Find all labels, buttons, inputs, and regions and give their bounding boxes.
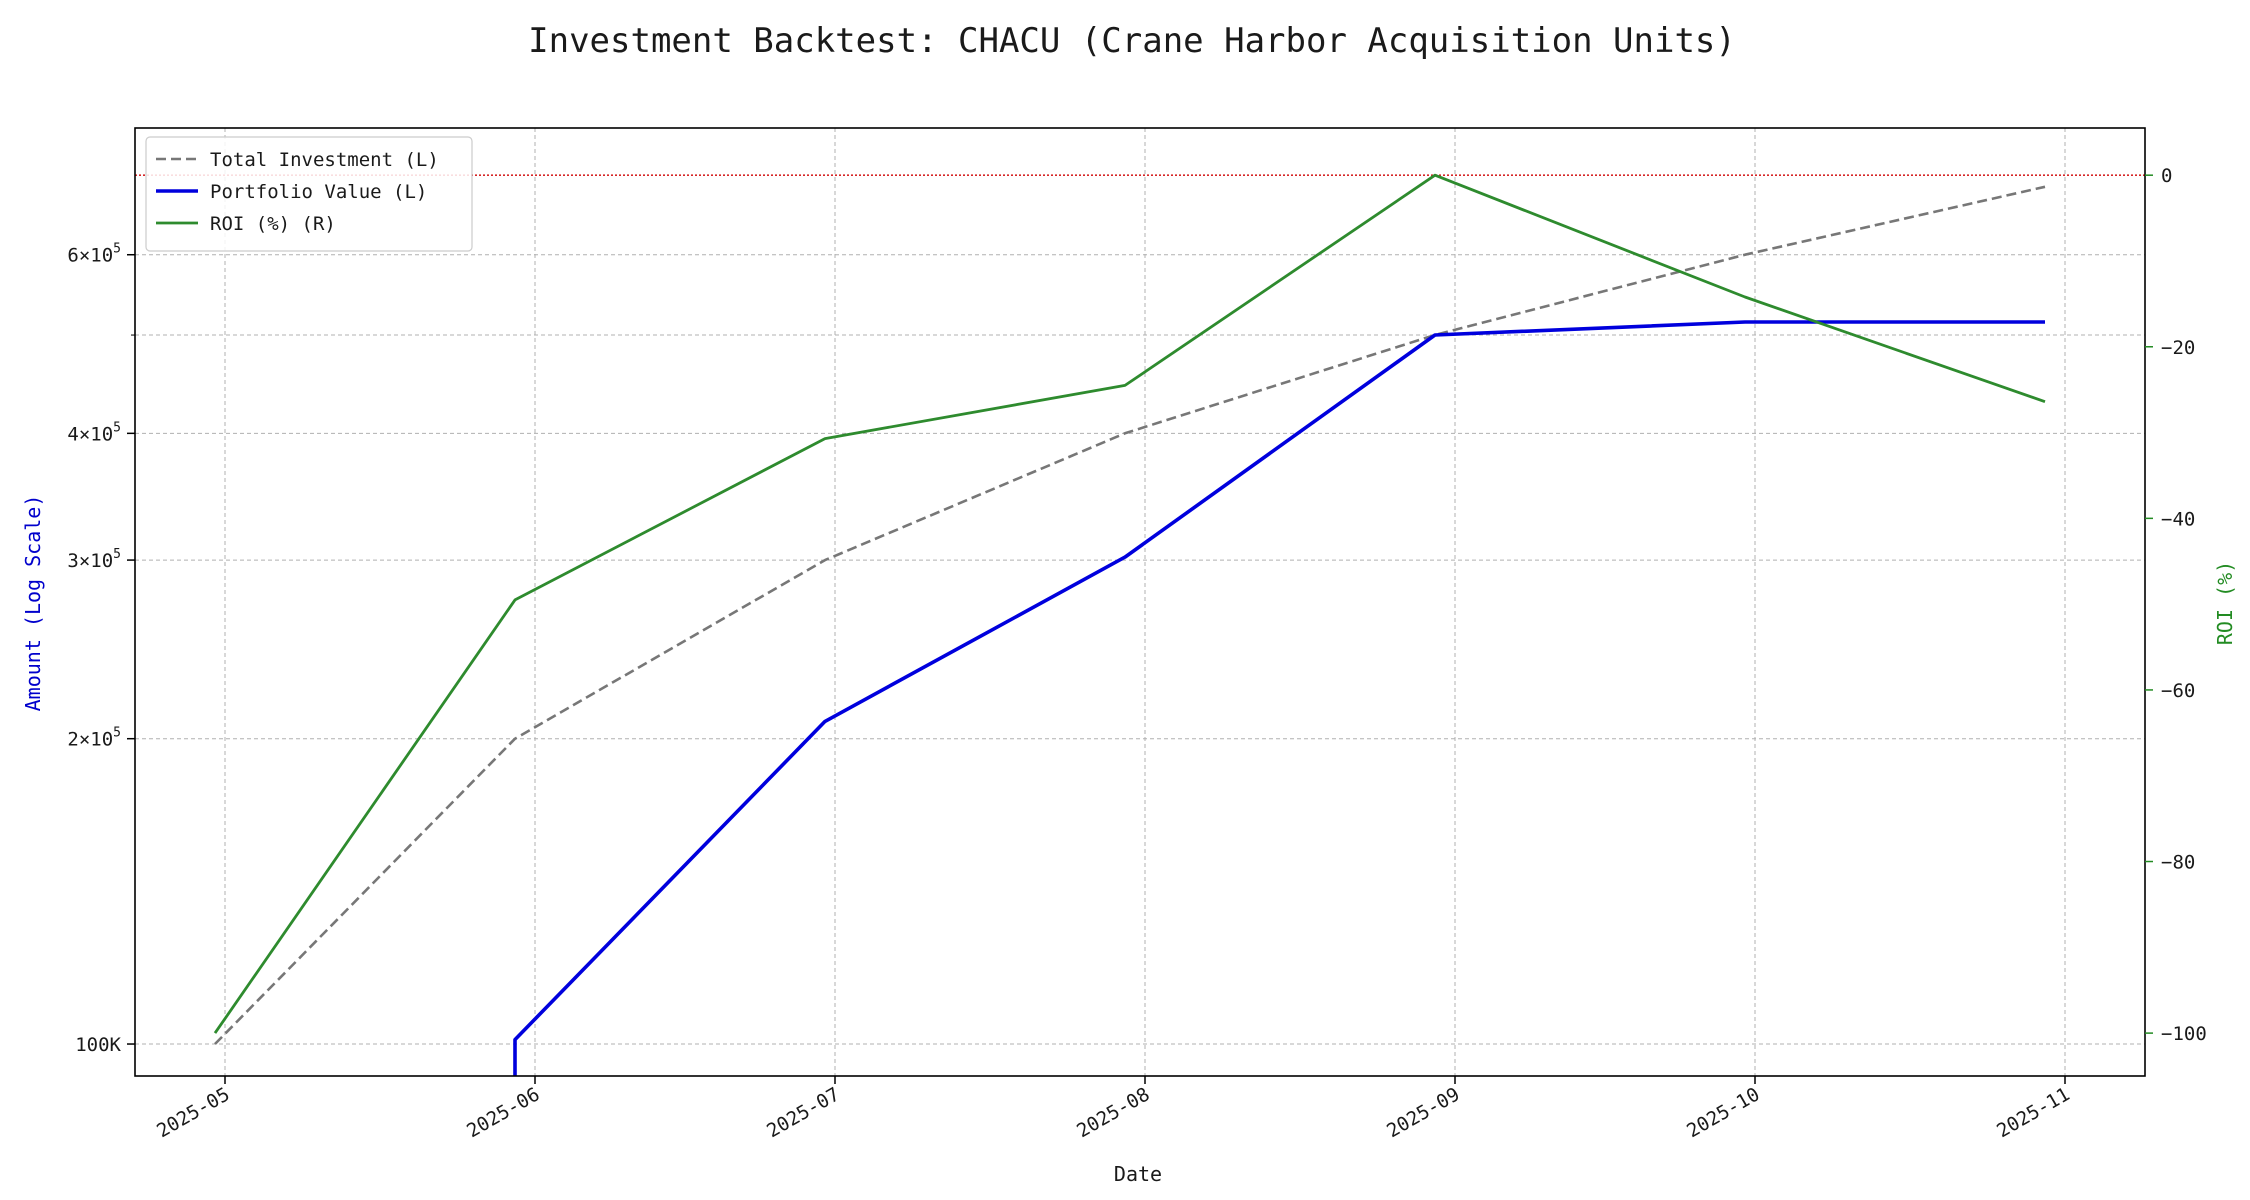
series-line-portfolio-value-l bbox=[513, 320, 2045, 1076]
tick-exponent: 5 bbox=[113, 547, 121, 562]
left-tick-label: 6×105 bbox=[67, 242, 121, 267]
x-tick-label: 2025-11 bbox=[1993, 1083, 2073, 1142]
x-axis-label: Date bbox=[1114, 1162, 1162, 1186]
x-tick-label: 2025-08 bbox=[1073, 1083, 1153, 1142]
left-tick-label: 2×105 bbox=[67, 726, 121, 751]
right-tick-label: 0 bbox=[2161, 165, 2172, 187]
right-tick-label: −60 bbox=[2161, 680, 2195, 702]
x-tick-label: 2025-10 bbox=[1683, 1083, 1763, 1142]
tick-exponent: 5 bbox=[113, 726, 121, 741]
legend-entry-label: ROI (%) (R) bbox=[210, 213, 336, 235]
tick-exponent: 5 bbox=[113, 242, 121, 257]
left-tick-label: 3×105 bbox=[67, 547, 121, 572]
series-line-roi-r bbox=[213, 173, 2046, 1034]
right-tick-label: −40 bbox=[2161, 508, 2195, 530]
x-axis-ticks: 2025-05 2025-06 2025-07 2025-08 2025-09 2025-… bbox=[153, 1076, 2074, 1142]
x-tick-label: 2025-07 bbox=[763, 1083, 843, 1142]
x-tick-label: 2025-09 bbox=[1383, 1083, 1463, 1142]
x-tick-label: 2025-05 bbox=[153, 1083, 233, 1142]
series-line-total-investment-l bbox=[214, 185, 2046, 1045]
right-tick-label: −20 bbox=[2161, 337, 2195, 359]
tick-exponent: 5 bbox=[113, 420, 121, 435]
legend-entry-label: Total Investment (L) bbox=[210, 149, 439, 171]
legend: Total Investment (L) Portfolio Value (L) R… bbox=[145, 136, 473, 252]
left-y-axis-ticks: 100K 2×105 3×105 4×105 6×105 bbox=[67, 242, 135, 1056]
right-tick-label: −100 bbox=[2161, 1023, 2207, 1045]
legend-entry-label: Portfolio Value (L) bbox=[210, 181, 427, 203]
right-tick-label: −80 bbox=[2161, 852, 2195, 874]
left-tick-label: 100K bbox=[75, 1034, 121, 1056]
chart-title: Investment Backtest: CHACU (Crane Harbor… bbox=[528, 21, 1736, 61]
plot-area-frame bbox=[134, 127, 2146, 1077]
left-tick-label: 4×105 bbox=[67, 420, 121, 445]
x-tick-label: 2025-06 bbox=[463, 1083, 543, 1142]
series-lines bbox=[213, 173, 2046, 1076]
gridlines bbox=[135, 128, 2145, 1076]
y-axis-right-label: ROI (%) bbox=[2213, 561, 2237, 645]
y-axis-left-label: Amount (Log Scale) bbox=[21, 495, 45, 712]
legend-box bbox=[145, 136, 473, 252]
right-y-axis-ticks: 0 −20 −40 −60 −80 −100 bbox=[2145, 165, 2207, 1045]
